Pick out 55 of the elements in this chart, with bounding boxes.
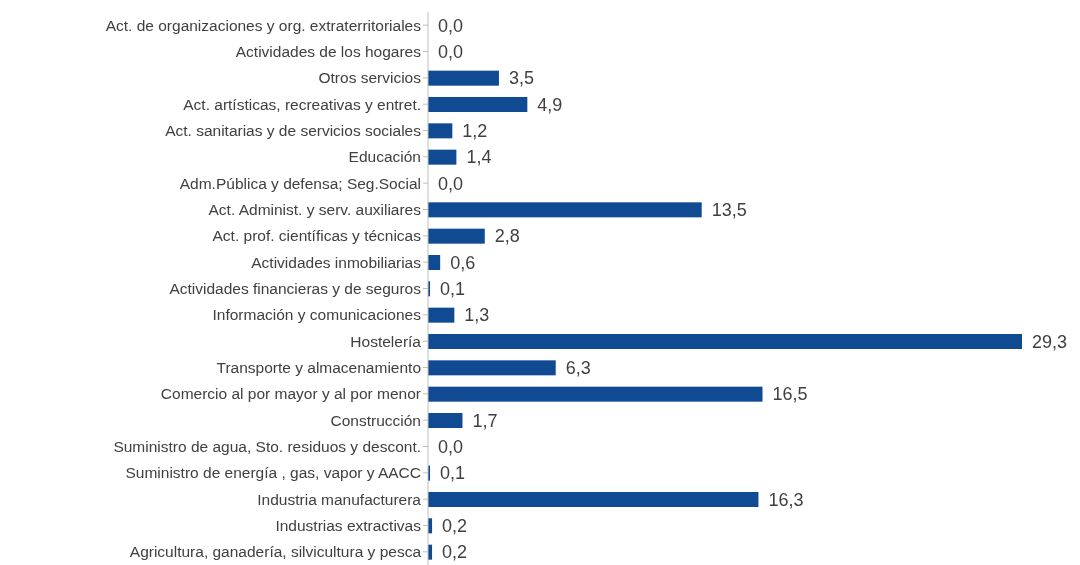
y-tick-label: Hostelería — [350, 332, 422, 350]
bar — [428, 70, 499, 86]
y-tick-label: Agricultura, ganadería, silvicultura y pesca — [129, 543, 422, 561]
bar — [428, 202, 702, 218]
y-tick-label: Industria manufacturera — [257, 490, 422, 508]
data-label: 0,2 — [442, 542, 468, 563]
y-tick-label: Actividades financieras y de seguros — [169, 280, 422, 297]
data-label: 1,7 — [472, 410, 498, 431]
data-label: 29,3 — [1032, 331, 1068, 352]
data-label: 16,3 — [768, 489, 804, 510]
y-tick-label: Suministro de energía , gas, vapor y AACC — [125, 464, 421, 482]
y-tick-label: Suministro de agua, Sto. residuos y descont. — [113, 438, 421, 455]
bar — [428, 334, 1022, 349]
y-tick-label: Comercio al por mayor y al por menor — [160, 385, 421, 403]
y-tick-label: Actividades de los hogares — [235, 43, 422, 60]
data-label: 1,3 — [464, 305, 490, 326]
data-label: 0,0 — [438, 15, 464, 36]
data-label: 3,5 — [508, 68, 534, 89]
y-tick-label: Adm.Pública y defensa; Seg.Social — [179, 174, 421, 192]
data-label: 6,3 — [565, 357, 591, 378]
y-tick-label: Actividades inmobiliarias — [251, 253, 422, 271]
bar — [428, 492, 759, 507]
data-label: 2,8 — [494, 226, 520, 247]
data-label: 0,6 — [450, 252, 476, 273]
y-tick-label: Otros servicios — [318, 69, 422, 87]
bar — [428, 386, 763, 402]
data-label: 0,0 — [438, 173, 464, 194]
y-tick-label: Construcción — [330, 411, 421, 429]
bar — [428, 307, 455, 323]
y-tick-label: Industrias extractivas — [275, 517, 422, 534]
data-label: 0,0 — [438, 41, 464, 62]
bar — [428, 149, 457, 165]
data-label: 0,1 — [440, 278, 466, 299]
y-tick-label: Act. prof. científicas y técnicas — [212, 227, 422, 245]
data-label: 0,0 — [438, 436, 464, 457]
bar — [428, 123, 453, 139]
y-tick-label: Educación — [348, 148, 421, 166]
data-label: 1,4 — [466, 147, 492, 168]
data-label: 4,9 — [537, 94, 563, 115]
y-tick-label: Act. de organizaciones y org. extraterritoriales — [105, 16, 422, 34]
bar — [428, 97, 528, 112]
y-tick-label: Act. artísticas, recreativas y entret. — [183, 95, 421, 113]
y-tick-label: Información y comunicaciones — [212, 306, 422, 324]
data-label: 13,5 — [711, 199, 747, 220]
y-tick-label: Transporte y almacenamiento — [216, 359, 421, 376]
data-label: 16,5 — [772, 384, 808, 405]
bar — [428, 360, 556, 376]
bar — [428, 413, 463, 428]
y-tick-label: Act. sanitarias y de servicios sociales — [165, 122, 422, 139]
bar — [428, 255, 441, 270]
bar — [428, 228, 485, 244]
data-label: 1,2 — [462, 120, 488, 141]
data-label: 0,1 — [440, 463, 466, 484]
data-label: 0,2 — [442, 515, 468, 536]
y-tick-label: Act. Administ. y serv. auxiliares — [208, 201, 422, 218]
